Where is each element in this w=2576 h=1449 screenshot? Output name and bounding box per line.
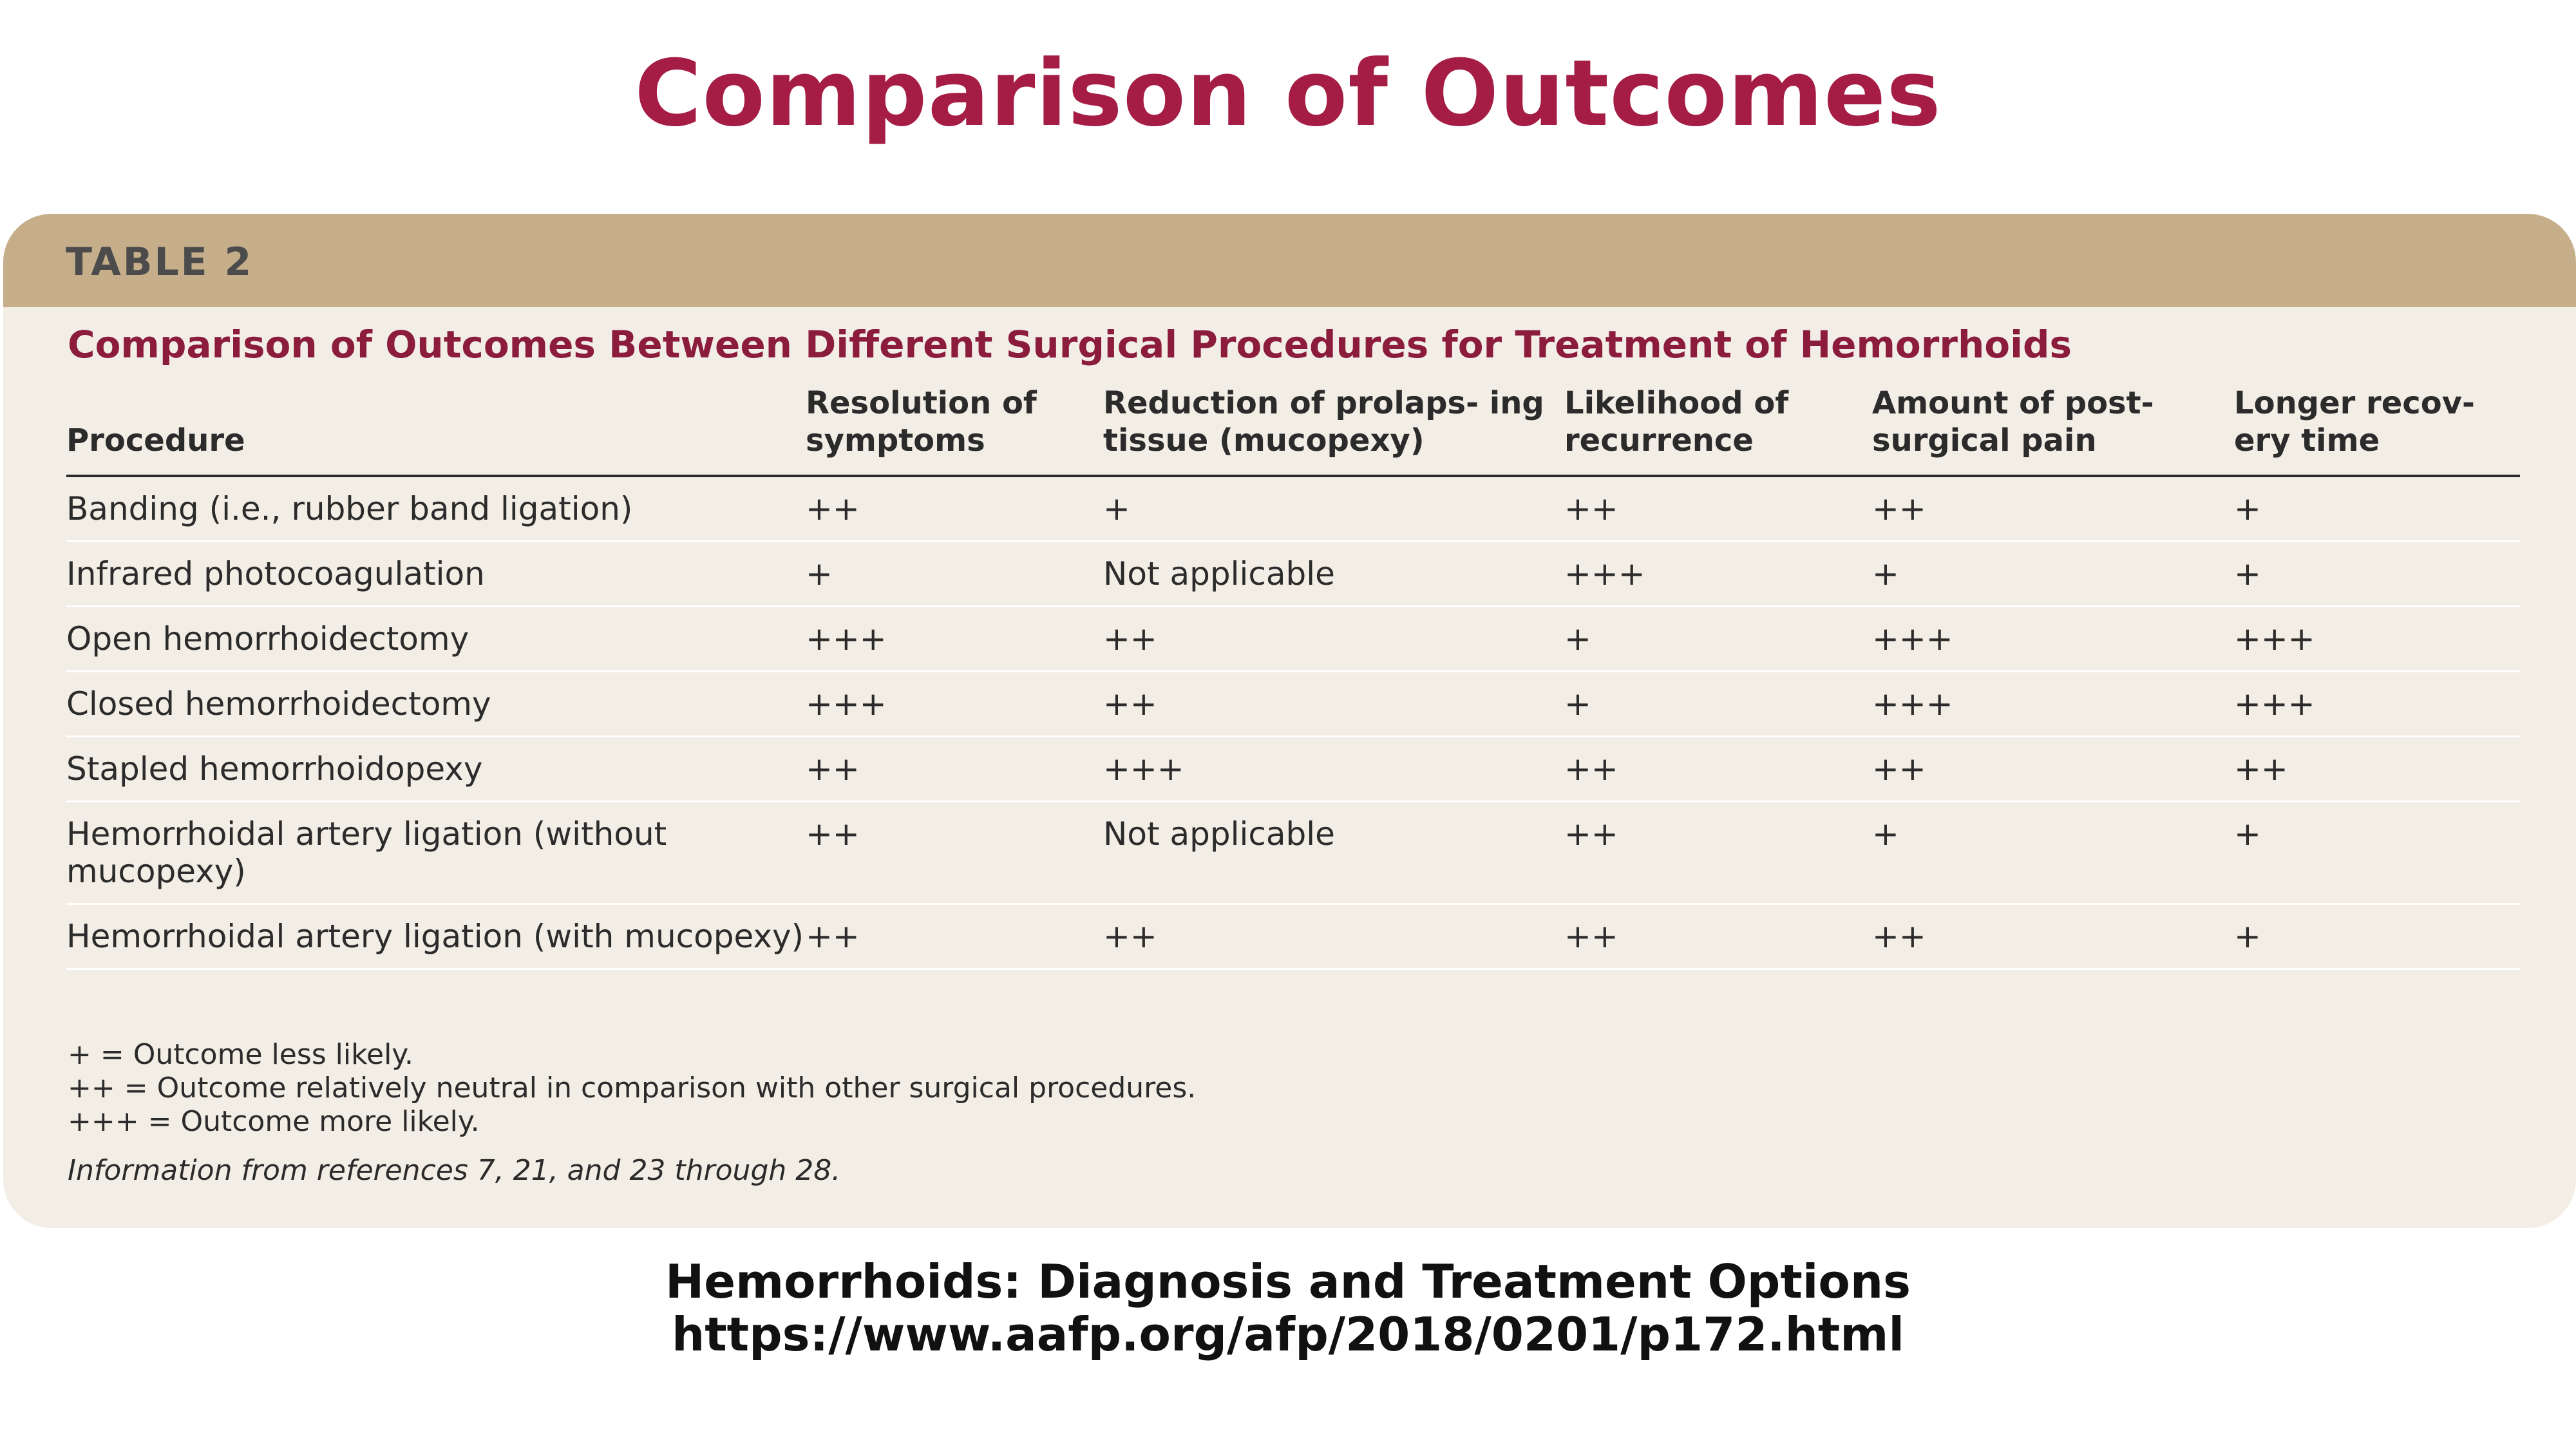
recovery-cell: +++ bbox=[2234, 671, 2520, 737]
recurrence-cell: ++ bbox=[1564, 736, 1872, 802]
resolution-cell: +++ bbox=[806, 606, 1103, 672]
table-footnotes: + = Outcome less likely. ++ = Outcome re… bbox=[68, 1038, 1196, 1188]
column-header-resolution: Resolution of symptoms bbox=[806, 384, 1103, 477]
table-row: Open hemorrhoidectomy +++ ++ + +++ +++ bbox=[66, 606, 2520, 672]
citation-title: Hemorrhoids: Diagnosis and Treatment Opt… bbox=[665, 1255, 1911, 1309]
recurrence-cell: ++ bbox=[1564, 904, 1872, 970]
reduction-cell: ++ bbox=[1103, 671, 1564, 737]
table-caption: Comparison of Outcomes Between Different… bbox=[68, 323, 2072, 366]
recurrence-cell: + bbox=[1564, 671, 1872, 737]
column-header-pain: Amount of post- surgical pain bbox=[1872, 384, 2234, 477]
recurrence-cell: ++ bbox=[1564, 476, 1872, 542]
pain-cell: + bbox=[1872, 541, 2234, 607]
recurrence-cell: ++ bbox=[1564, 801, 1872, 905]
recovery-cell: +++ bbox=[2234, 606, 2520, 672]
outcomes-table: Procedure Resolution of symptoms Reducti… bbox=[66, 384, 2520, 970]
column-header-procedure: Procedure bbox=[66, 384, 806, 477]
table-header-band: TABLE 2 bbox=[3, 214, 2576, 307]
procedure-cell: Hemorrhoidal artery ligation (without mu… bbox=[66, 801, 806, 905]
resolution-cell: + bbox=[806, 541, 1103, 607]
procedure-cell: Infrared photocoagulation bbox=[66, 541, 806, 607]
column-header-recurrence: Likelihood of recurrence bbox=[1564, 384, 1872, 477]
table-card: TABLE 2 Comparison of Outcomes Between D… bbox=[3, 214, 2576, 1228]
citation-url: https://www.aafp.org/afp/2018/0201/p172.… bbox=[671, 1307, 1905, 1361]
procedure-cell: Banding (i.e., rubber band ligation) bbox=[66, 476, 806, 542]
table-row: Hemorrhoidal artery ligation (with mucop… bbox=[66, 904, 2520, 970]
legend-note: + = Outcome less likely. bbox=[68, 1038, 414, 1071]
reduction-cell: ++ bbox=[1103, 606, 1564, 672]
reduction-cell: ++ bbox=[1103, 904, 1564, 970]
column-header-recovery: Longer recov- ery time bbox=[2234, 384, 2520, 477]
table-row: Hemorrhoidal artery ligation (without mu… bbox=[66, 801, 2520, 905]
legend-note: +++ = Outcome more likely. bbox=[68, 1105, 480, 1138]
column-header-reduction: Reduction of prolaps- ing tissue (mucope… bbox=[1103, 384, 1564, 477]
table-row: Closed hemorrhoidectomy +++ ++ + +++ +++ bbox=[66, 671, 2520, 737]
table-label: TABLE 2 bbox=[66, 240, 254, 285]
pain-cell: ++ bbox=[1872, 904, 2234, 970]
recurrence-cell: + bbox=[1564, 606, 1872, 672]
recovery-cell: + bbox=[2234, 801, 2520, 905]
legend-note: ++ = Outcome relatively neutral in compa… bbox=[68, 1072, 1197, 1104]
table-row: Infrared photocoagulation + Not applicab… bbox=[66, 541, 2520, 607]
reduction-cell: Not applicable bbox=[1103, 541, 1564, 607]
resolution-cell: ++ bbox=[806, 904, 1103, 970]
procedure-cell: Stapled hemorrhoidopexy bbox=[66, 736, 806, 802]
pain-cell: +++ bbox=[1872, 606, 2234, 672]
pain-cell: + bbox=[1872, 801, 2234, 905]
reduction-cell: + bbox=[1103, 476, 1564, 542]
recovery-cell: + bbox=[2234, 476, 2520, 542]
pain-cell: +++ bbox=[1872, 671, 2234, 737]
slide-title: Comparison of Outcomes bbox=[634, 41, 1942, 147]
resolution-cell: ++ bbox=[806, 736, 1103, 802]
recovery-cell: + bbox=[2234, 904, 2520, 970]
table-header-row: Procedure Resolution of symptoms Reducti… bbox=[66, 384, 2520, 477]
resolution-cell: ++ bbox=[806, 476, 1103, 542]
procedure-cell: Closed hemorrhoidectomy bbox=[66, 671, 806, 737]
reduction-cell: +++ bbox=[1103, 736, 1564, 802]
recovery-cell: + bbox=[2234, 541, 2520, 607]
resolution-cell: ++ bbox=[806, 801, 1103, 905]
pain-cell: ++ bbox=[1872, 736, 2234, 802]
recovery-cell: ++ bbox=[2234, 736, 2520, 802]
pain-cell: ++ bbox=[1872, 476, 2234, 542]
procedure-cell: Open hemorrhoidectomy bbox=[66, 606, 806, 672]
procedure-cell: Hemorrhoidal artery ligation (with mucop… bbox=[66, 904, 806, 970]
resolution-cell: +++ bbox=[806, 671, 1103, 737]
table-row: Stapled hemorrhoidopexy ++ +++ ++ ++ ++ bbox=[66, 736, 2520, 802]
recurrence-cell: +++ bbox=[1564, 541, 1872, 607]
reduction-cell: Not applicable bbox=[1103, 801, 1564, 905]
source-note: Information from references 7, 21, and 2… bbox=[68, 1154, 841, 1187]
table-row: Banding (i.e., rubber band ligation) ++ … bbox=[66, 476, 2520, 542]
